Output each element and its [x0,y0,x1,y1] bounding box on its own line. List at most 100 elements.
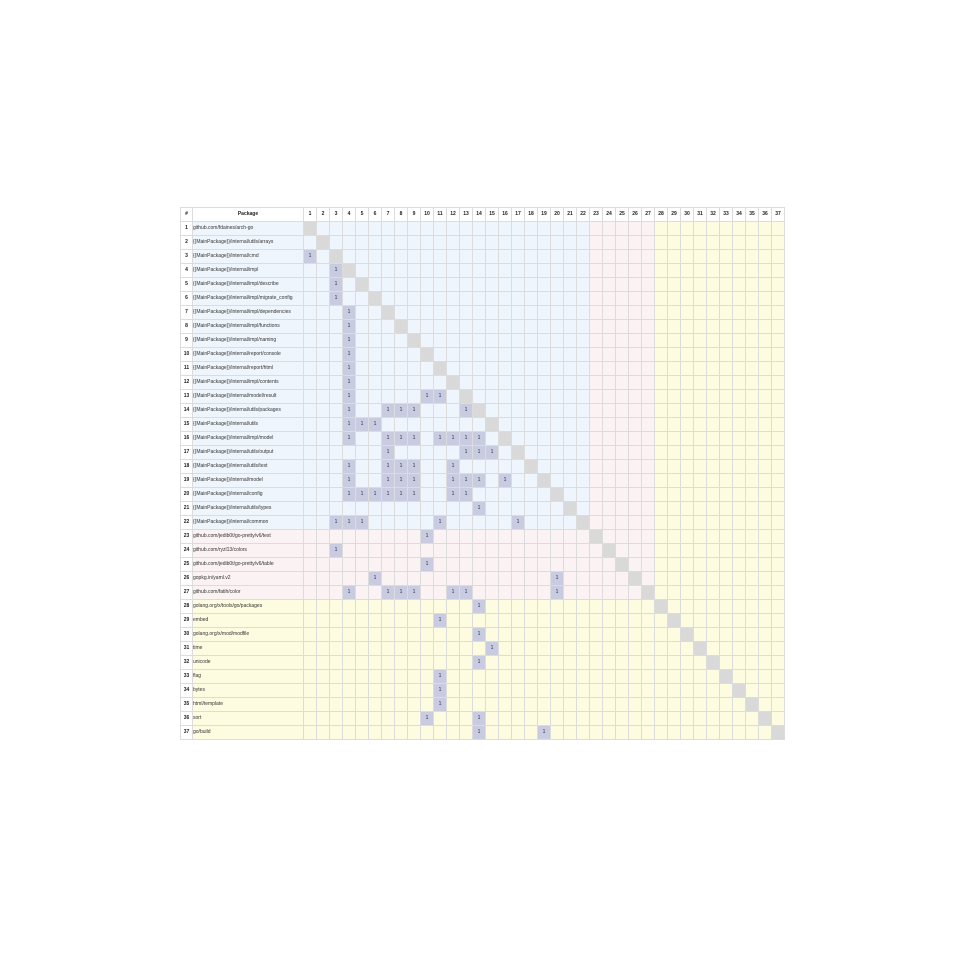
matrix-row: 16 {{MainPackage}}/internal/impl/model 1 1 1… [180,431,785,446]
matrix-cell [459,697,473,712]
matrix-cell [329,333,343,348]
matrix-cell [706,431,720,446]
row-index: 6 [180,291,193,306]
matrix-cell [329,221,343,236]
matrix-cell [693,669,707,684]
matrix-cell [732,599,746,614]
matrix-row: 2 {{MainPackage}}/internal/utils/arrays [180,235,785,250]
matrix-cell [459,347,473,362]
matrix-cell [745,305,759,320]
matrix-cell [303,487,317,502]
row-index: 34 [180,683,193,698]
matrix-cell [394,375,408,390]
matrix-cell [407,613,421,628]
matrix-cell [433,403,447,418]
matrix-cell [693,683,707,698]
matrix-cell [732,305,746,320]
matrix-cell [303,319,317,334]
matrix-cell [446,347,460,362]
matrix-cell [771,515,785,530]
matrix-cell [589,221,603,236]
matrix-cell [615,599,629,614]
matrix-cell [758,683,772,698]
matrix-cell [758,305,772,320]
matrix-cell [420,613,434,628]
matrix-cell [667,431,681,446]
matrix-cell [329,627,343,642]
matrix-cell [589,599,603,614]
matrix-cell [446,221,460,236]
matrix-cell [719,235,733,250]
matrix-cell [485,599,499,614]
matrix-cell [446,641,460,656]
matrix-cell [654,389,668,404]
matrix-cell [576,445,590,460]
matrix-row: 6 {{MainPackage}}/internal/impl/migrate_c… [180,291,785,306]
matrix-cell [342,291,356,306]
matrix-cell [472,543,486,558]
package-name: flag [192,669,304,684]
matrix-cell [771,347,785,362]
matrix-cell [641,319,655,334]
dependency-cell: 1 [368,571,382,586]
dependency-cell: 1 [485,445,499,460]
matrix-cell [368,389,382,404]
matrix-cell [433,459,447,474]
matrix-cell [316,501,330,516]
matrix-cell [758,669,772,684]
matrix-cell [498,515,512,530]
matrix-cell [459,669,473,684]
matrix-cell [420,221,434,236]
matrix-cell [485,221,499,236]
diagonal-cell [576,515,590,530]
diagonal-cell [719,669,733,684]
matrix-cell [420,599,434,614]
matrix-cell [446,697,460,712]
matrix-cell [485,487,499,502]
matrix-cell [667,333,681,348]
matrix-row: 19 {{MainPackage}}/internal/model 1 1 1 1 1 1 1 1 [180,473,785,488]
matrix-cell [758,655,772,670]
column-header: 12 [446,207,460,222]
dependency-cell: 1 [329,277,343,292]
dependency-cell: 1 [368,487,382,502]
package-name: {{MainPackage}}/internal/utils/packages [192,403,304,418]
matrix-cell [420,515,434,530]
matrix-cell [667,221,681,236]
matrix-cell [316,697,330,712]
matrix-cell [719,277,733,292]
matrix-cell [615,515,629,530]
matrix-cell [394,277,408,292]
matrix-cell [576,725,590,740]
matrix-cell [472,221,486,236]
matrix-cell [485,375,499,390]
matrix-cell [433,487,447,502]
matrix-cell [537,501,551,516]
matrix-cell [511,431,525,446]
matrix-cell [706,277,720,292]
matrix-cell [381,557,395,572]
matrix-cell [667,683,681,698]
matrix-cell [576,221,590,236]
matrix-cell [771,417,785,432]
matrix-cell [602,641,616,656]
header-package: Package [192,207,304,222]
matrix-cell [719,515,733,530]
matrix-cell [550,459,564,474]
dependency-cell: 1 [446,459,460,474]
matrix-cell [771,375,785,390]
matrix-cell [485,711,499,726]
matrix-cell [680,277,694,292]
matrix-cell [758,585,772,600]
package-name: {{MainPackage}}/internal/impl/dependenci… [192,305,304,320]
matrix-cell [459,221,473,236]
matrix-cell [641,683,655,698]
matrix-cell [316,711,330,726]
package-name: {{MainPackage}}/internal/impl [192,263,304,278]
matrix-cell [667,249,681,264]
matrix-cell [550,403,564,418]
matrix-cell [446,543,460,558]
matrix-cell [706,473,720,488]
matrix-cell [511,235,525,250]
matrix-cell [771,473,785,488]
